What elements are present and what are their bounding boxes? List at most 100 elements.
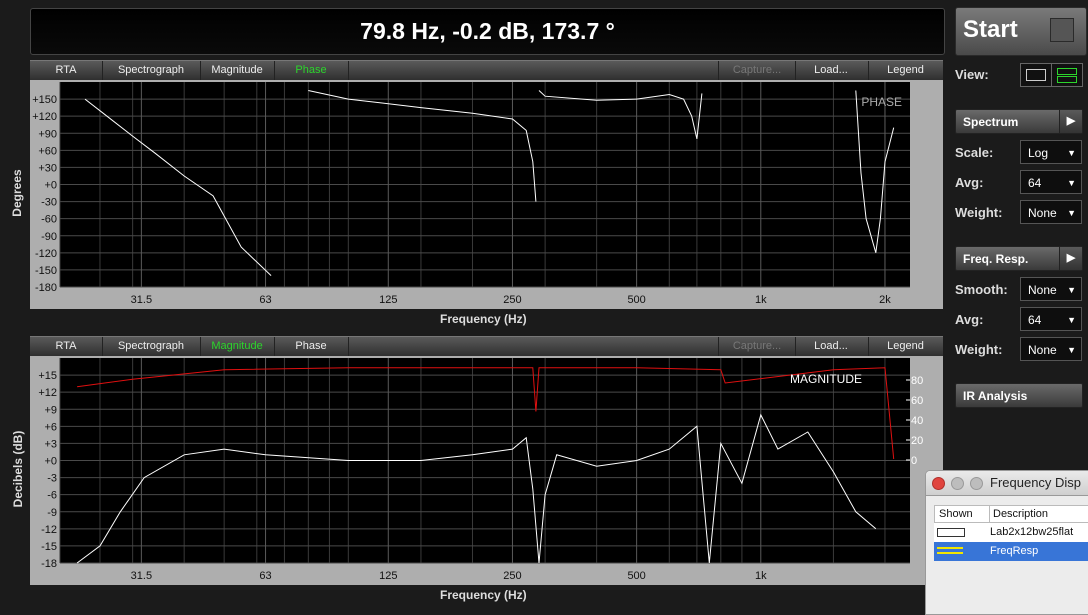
x-tick-label: 63	[259, 570, 271, 582]
trace-line	[84, 98, 272, 276]
load-button-2[interactable]: Load...	[794, 337, 869, 356]
zoom-icon[interactable]	[970, 477, 983, 490]
shown-swatch-yellow[interactable]	[937, 547, 963, 554]
y2-tick-label: 40	[911, 415, 923, 427]
row-description: Lab2x12bw25flat	[990, 526, 1074, 538]
chevron-down-icon: ▼	[1067, 208, 1076, 218]
y-tick-label: -12	[41, 524, 57, 536]
x-tick-label: 1k	[755, 294, 767, 306]
avg2-dropdown[interactable]: 64 ▼	[1020, 307, 1082, 331]
y-tick-label: -150	[35, 265, 57, 277]
trace-line	[855, 90, 895, 253]
tab-spectrograph-2[interactable]: Spectrograph	[102, 337, 201, 356]
y-tick-label: +150	[32, 94, 57, 106]
chevron-down-icon: ▼	[1067, 345, 1076, 355]
tab-rta[interactable]: RTA	[30, 61, 103, 80]
trace-line	[76, 413, 877, 564]
tab-magnitude-2[interactable]: Magnitude	[200, 337, 275, 356]
x-tick-label: 500	[627, 294, 645, 306]
smooth-label: Smooth:	[955, 282, 1008, 297]
x-tick-label: 2k	[879, 294, 891, 306]
plot-name-tag: PHASE	[861, 95, 902, 109]
weight2-dropdown[interactable]: None ▼	[1020, 337, 1082, 361]
weight-dropdown[interactable]: None ▼	[1020, 200, 1082, 224]
y-tick-label: -18	[41, 558, 57, 570]
avg-value: 64	[1028, 176, 1042, 190]
y-tick-label: +0	[44, 456, 57, 468]
tab-magnitude[interactable]: Magnitude	[200, 61, 275, 80]
x-tick-label: 500	[627, 570, 645, 582]
y-tick-label: -180	[35, 282, 57, 294]
smooth-dropdown[interactable]: None ▼	[1020, 277, 1082, 301]
tab-rta-2[interactable]: RTA	[30, 337, 103, 356]
y-tick-label: -120	[35, 248, 57, 260]
minimize-icon[interactable]	[951, 477, 964, 490]
play-arrow-icon: ▶	[1059, 110, 1082, 133]
window-title: Frequency Disp	[990, 475, 1082, 490]
phase-y-axis-title: Degrees	[10, 169, 24, 217]
y-tick-label: +120	[32, 111, 57, 123]
magnitude-plot-frame: +15 +12 +9 +6 +3 +0 -3 -6 -9 -12 -15 -18 31.5 63 125 25…	[30, 356, 943, 585]
y2-tick-label: 0	[911, 455, 917, 467]
freq-resp-section-button[interactable]: Freq. Resp. ▶	[955, 246, 1083, 271]
scale-dropdown[interactable]: Log ▼	[1020, 140, 1082, 164]
start-button[interactable]: Start	[955, 7, 1087, 56]
table-row-selected[interactable]: FreqResp	[934, 542, 1088, 561]
smooth-value: None	[1028, 283, 1057, 297]
top-tab-bar: RTA Spectrograph Magnitude Phase Capture…	[30, 60, 943, 80]
y-tick-label: -90	[41, 231, 57, 243]
y-tick-label: +90	[38, 128, 57, 140]
chevron-down-icon: ▼	[1067, 148, 1076, 158]
load-button[interactable]: Load...	[794, 61, 869, 80]
x-tick-label: 31.5	[131, 294, 152, 306]
capture-button-2[interactable]: Capture...	[718, 337, 796, 356]
legend-button[interactable]: Legend	[887, 64, 924, 76]
chevron-down-icon: ▼	[1067, 285, 1076, 295]
phase-plot-frame: +150 +120 +90 +60 +30 +0 -30 -60 -90 -120 -150 -180…	[30, 80, 943, 309]
avg-dropdown[interactable]: 64 ▼	[1020, 170, 1082, 194]
coherence-line	[77, 367, 895, 460]
split-view-icon[interactable]	[1051, 63, 1083, 87]
frequency-display-window: Frequency Disp Shown Description Lab2x12…	[925, 470, 1088, 615]
legend-button-2[interactable]: Legend	[887, 340, 924, 352]
column-description[interactable]: Description	[989, 506, 1048, 522]
x-tick-label: 125	[379, 570, 397, 582]
weight-label: Weight:	[955, 205, 1003, 220]
ir-analysis-button[interactable]: IR Analysis	[955, 383, 1083, 408]
phase-x-axis-title: Frequency (Hz)	[440, 312, 527, 326]
column-shown[interactable]: Shown	[939, 508, 973, 520]
magnitude-plot[interactable]: +15 +12 +9 +6 +3 +0 -3 -6 -9 -12 -15 -18 31.5 63 125 25…	[30, 356, 943, 585]
y-tick-label: +12	[38, 387, 57, 399]
capture-button[interactable]: Capture...	[718, 61, 796, 80]
spectrum-label: Spectrum	[963, 115, 1019, 129]
y-tick-label: +0	[44, 180, 57, 192]
shown-swatch-white[interactable]	[937, 528, 965, 537]
tab-spectrograph[interactable]: Spectrograph	[102, 61, 201, 80]
y-tick-label: +6	[44, 421, 57, 433]
magnitude-x-axis-title: Frequency (Hz)	[440, 588, 527, 602]
y2-tick-label: 60	[911, 395, 923, 407]
tab-phase[interactable]: Phase	[274, 61, 349, 80]
avg2-value: 64	[1028, 313, 1042, 327]
spectrum-section-button[interactable]: Spectrum ▶	[955, 109, 1083, 134]
magnitude-y-axis-title: Decibels (dB)	[11, 430, 25, 508]
view-label: View:	[955, 67, 989, 82]
y2-tick-label: 80	[911, 375, 923, 387]
weight2-label: Weight:	[955, 342, 1003, 357]
chevron-down-icon: ▼	[1067, 178, 1076, 188]
single-view-icon[interactable]	[1020, 63, 1052, 87]
y-tick-label: -30	[41, 197, 57, 209]
frequency-readout: 79.8 Hz, -0.2 dB, 173.7 °	[30, 8, 945, 55]
window-titlebar[interactable]: Frequency Disp	[926, 471, 1088, 496]
phase-plot[interactable]: +150 +120 +90 +60 +30 +0 -30 -60 -90 -120 -150 -180…	[30, 80, 943, 309]
y-tick-label: -9	[47, 507, 57, 519]
y-tick-label: +60	[38, 145, 57, 157]
avg2-label: Avg:	[955, 312, 984, 327]
table-row[interactable]: Lab2x12bw25flat	[934, 523, 1088, 542]
x-tick-label: 125	[379, 294, 397, 306]
y-tick-label: -3	[47, 473, 57, 485]
row-description: FreqResp	[990, 545, 1039, 557]
close-icon[interactable]	[932, 477, 945, 490]
bottom-tab-bar: RTA Spectrograph Magnitude Phase Capture…	[30, 336, 943, 356]
tab-phase-2[interactable]: Phase	[274, 337, 349, 356]
